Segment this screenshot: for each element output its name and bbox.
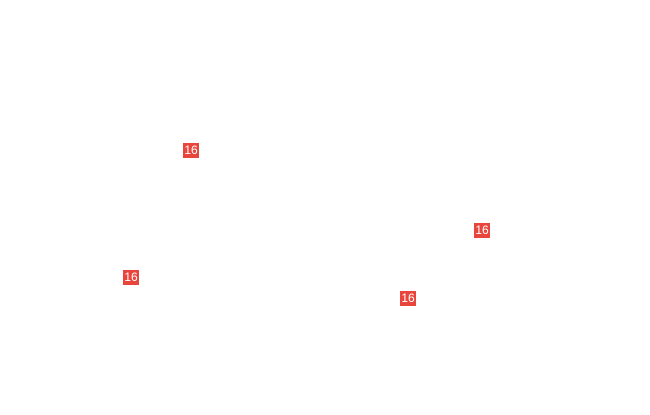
count-badge[interactable]: 16 (123, 270, 139, 285)
count-badge[interactable]: 16 (474, 223, 490, 238)
count-badge[interactable]: 16 (183, 143, 199, 158)
count-badge[interactable]: 16 (400, 291, 416, 306)
